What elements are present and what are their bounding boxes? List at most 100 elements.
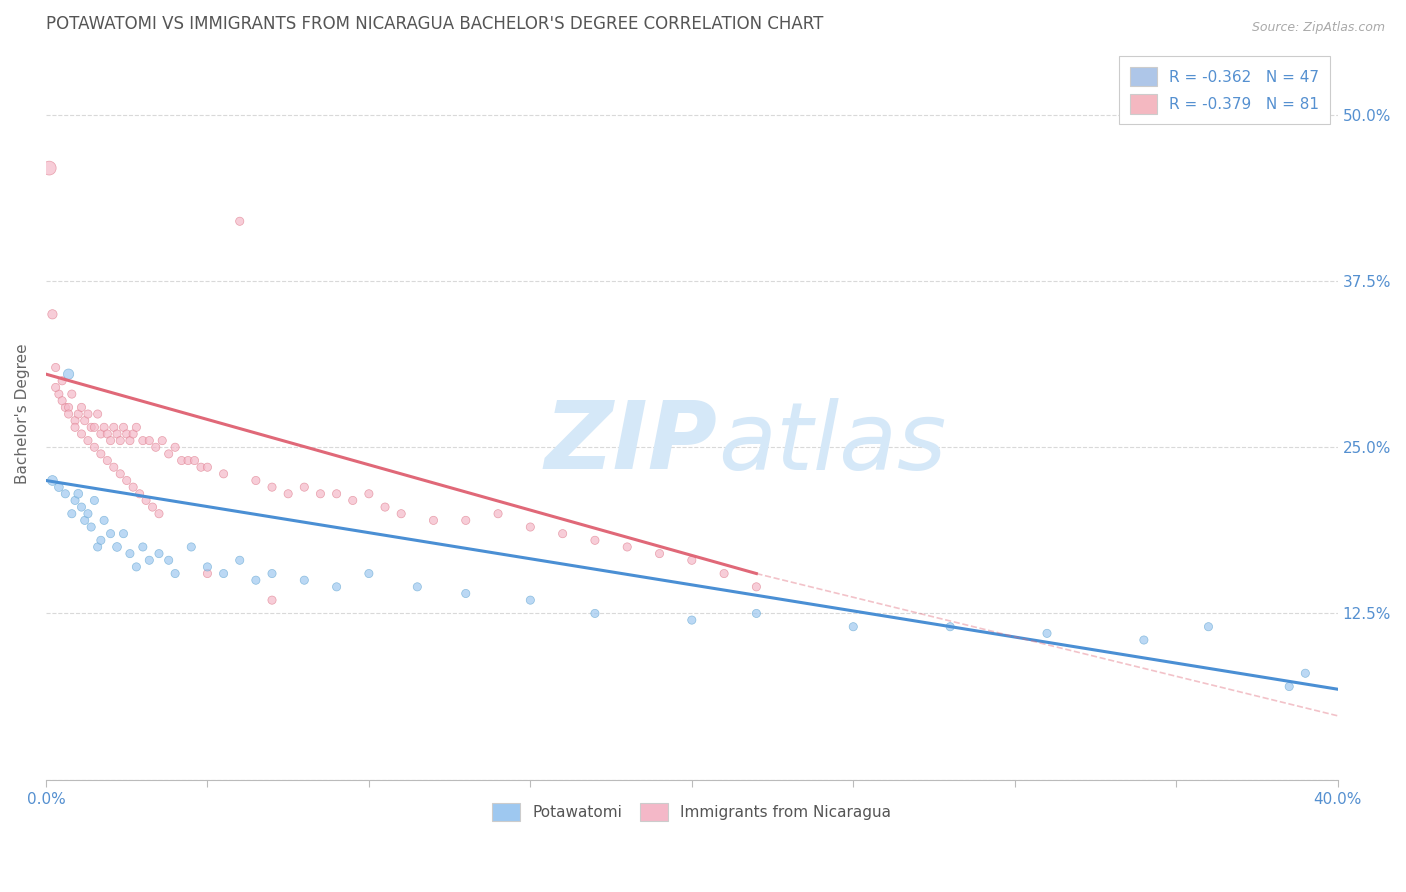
Point [260,566,283,581]
Point [100,526,122,541]
Point [1278,680,1301,694]
Point [77,507,100,521]
Point [86,407,108,421]
Point [93,513,115,527]
Point [177,453,200,467]
Point [583,607,606,621]
Point [45,380,67,394]
Point [73,513,96,527]
Point [83,420,105,434]
Point [86,540,108,554]
Point [80,520,103,534]
Point [125,420,148,434]
Point [212,467,235,481]
Point [145,440,167,454]
Point [93,420,115,434]
Point [103,460,125,475]
Point [519,593,541,607]
Point [583,533,606,548]
Point [53,487,76,501]
Point [77,434,100,448]
Point [197,460,219,475]
Point [357,566,380,581]
Point [63,414,86,428]
Point [150,434,173,448]
Text: Source: ZipAtlas.com: Source: ZipAtlas.com [1251,21,1385,34]
Point [80,420,103,434]
Point [132,434,155,448]
Point [51,393,73,408]
Point [112,420,135,434]
Point [1294,666,1316,681]
Point [53,401,76,415]
Point [41,307,63,321]
Point [128,487,150,501]
Point [73,414,96,428]
Point [197,566,219,581]
Point [165,566,187,581]
Point [228,214,250,228]
Point [228,553,250,567]
Point [122,480,145,494]
Point [51,374,73,388]
Point [112,526,135,541]
Point [60,387,83,401]
Point [70,500,93,514]
Point [105,540,128,554]
Point [67,487,90,501]
Point [100,434,122,448]
Point [212,566,235,581]
Point [183,453,205,467]
Point [245,573,267,587]
Point [197,560,219,574]
Point [309,487,332,501]
Point [58,367,80,381]
Point [115,427,138,442]
Text: ZIP: ZIP [544,397,717,490]
Point [374,500,396,514]
Point [292,573,315,587]
Y-axis label: Bachelor's Degree: Bachelor's Degree [15,343,30,484]
Point [96,427,118,442]
Point [125,560,148,574]
Point [90,427,112,442]
Point [357,487,380,501]
Point [454,586,477,600]
Point [48,387,70,401]
Point [389,507,412,521]
Point [70,401,93,415]
Point [148,507,170,521]
Point [616,540,638,554]
Point [454,513,477,527]
Point [745,580,768,594]
Point [551,526,574,541]
Point [90,447,112,461]
Point [60,507,83,521]
Point [58,401,80,415]
Point [519,520,541,534]
Point [83,440,105,454]
Point [63,493,86,508]
Text: atlas: atlas [717,398,946,489]
Point [141,500,163,514]
Text: POTAWATOMI VS IMMIGRANTS FROM NICARAGUA BACHELOR'S DEGREE CORRELATION CHART: POTAWATOMI VS IMMIGRANTS FROM NICARAGUA … [46,15,824,33]
Point [713,566,735,581]
Point [48,480,70,494]
Point [157,447,180,461]
Point [138,553,160,567]
Point [41,474,63,488]
Point [138,434,160,448]
Point [63,420,86,434]
Point [110,467,132,481]
Point [110,434,132,448]
Point [745,607,768,621]
Point [681,553,703,567]
Point [422,513,444,527]
Point [342,493,364,508]
Point [180,540,202,554]
Point [292,480,315,494]
Point [325,487,347,501]
Point [77,407,100,421]
Point [83,493,105,508]
Point [157,553,180,567]
